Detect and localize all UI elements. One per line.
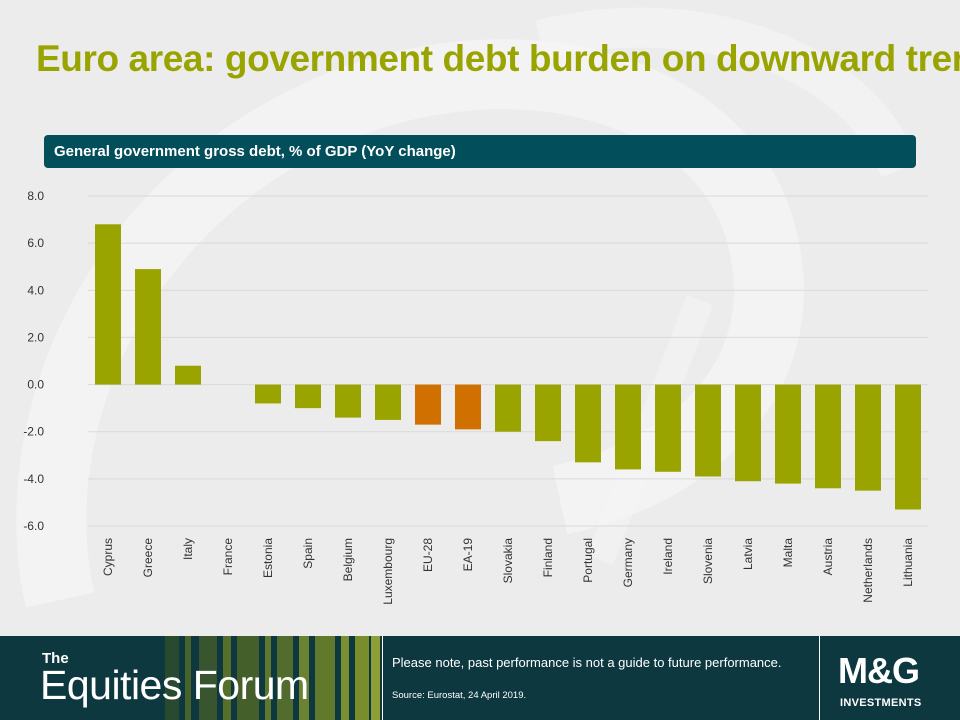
y-tick-label: -2.0 bbox=[23, 425, 44, 439]
y-tick-label: -4.0 bbox=[23, 472, 44, 486]
chart-title: General government gross debt, % of GDP … bbox=[54, 143, 456, 160]
x-tick-label: Greece bbox=[141, 538, 155, 578]
chart-title-bar: General government gross debt, % of GDP … bbox=[44, 135, 916, 168]
footer-divider bbox=[382, 636, 383, 720]
bar-slovakia bbox=[495, 384, 521, 432]
x-tick-label: Estonia bbox=[261, 538, 275, 578]
bar-slovenia bbox=[695, 384, 721, 477]
x-tick-label: Finland bbox=[541, 538, 555, 577]
bar-spain bbox=[295, 384, 321, 409]
company-logo-subtitle: INVESTMENTS bbox=[840, 697, 922, 709]
x-tick-label: Portugal bbox=[581, 538, 595, 583]
y-tick-label: 4.0 bbox=[27, 283, 44, 297]
bar-lithuania bbox=[895, 384, 921, 510]
x-tick-label: Luxembourg bbox=[381, 538, 395, 605]
bar-greece bbox=[135, 269, 161, 385]
x-tick-label: Cyprus bbox=[101, 538, 115, 576]
bar-netherlands bbox=[855, 384, 881, 491]
x-tick-label: Italy bbox=[181, 538, 195, 560]
x-tick-label: Belgium bbox=[341, 538, 355, 581]
x-tick-label: Latvia bbox=[741, 538, 755, 570]
y-tick-label: -6.0 bbox=[23, 519, 44, 533]
bar-latvia bbox=[735, 384, 761, 482]
bar-eu-28 bbox=[415, 384, 441, 425]
x-tick-label: Malta bbox=[781, 538, 795, 568]
y-tick-label: 6.0 bbox=[27, 236, 44, 250]
x-tick-label: EA-19 bbox=[461, 538, 475, 572]
bar-italy bbox=[175, 365, 201, 385]
page-title: Euro area: government debt burden on dow… bbox=[36, 38, 960, 79]
bar-germany bbox=[615, 384, 641, 470]
footer-stripes bbox=[165, 636, 380, 720]
x-tick-label: Netherlands bbox=[861, 538, 875, 603]
bar-belgium bbox=[335, 384, 361, 418]
bar-luxembourg bbox=[375, 384, 401, 420]
bar-austria bbox=[815, 384, 841, 489]
bar-chart: 8.0 6.0 4.0 2.0 0.0 -2.0 -4.0 -6.0 Cyprus Greece I… bbox=[23, 189, 928, 605]
brand-prefix: The bbox=[42, 650, 69, 667]
x-tick-label: Germany bbox=[621, 538, 635, 587]
x-tick-label: Austria bbox=[821, 538, 835, 576]
bar-malta bbox=[775, 384, 801, 484]
y-tick-label: 2.0 bbox=[27, 330, 44, 344]
brand-name: Equities Forum bbox=[40, 662, 309, 708]
x-tick-label: Lithuania bbox=[901, 538, 915, 587]
y-tick-label: 8.0 bbox=[27, 189, 44, 203]
y-tick-label: 0.0 bbox=[27, 378, 44, 392]
footer-divider bbox=[819, 636, 820, 720]
bar-ea-19 bbox=[455, 384, 481, 430]
x-tick-label: EU-28 bbox=[421, 538, 435, 572]
bar-estonia bbox=[255, 384, 281, 404]
x-tick-label: France bbox=[221, 538, 235, 576]
bar-finland bbox=[535, 384, 561, 442]
x-tick-label: Ireland bbox=[661, 538, 675, 575]
company-logo: M&G bbox=[838, 650, 920, 691]
bar-portugal bbox=[575, 384, 601, 463]
x-tick-label: Spain bbox=[301, 538, 315, 569]
source-text: Source: Eurostat, 24 April 2019. bbox=[392, 690, 527, 701]
x-tick-label: Slovakia bbox=[501, 538, 515, 584]
bar-ireland bbox=[655, 384, 681, 472]
disclaimer-text: Please note, past performance is not a g… bbox=[392, 655, 782, 670]
bar-cyprus bbox=[95, 224, 121, 385]
x-tick-label: Slovenia bbox=[701, 538, 715, 584]
footer bbox=[0, 636, 960, 720]
